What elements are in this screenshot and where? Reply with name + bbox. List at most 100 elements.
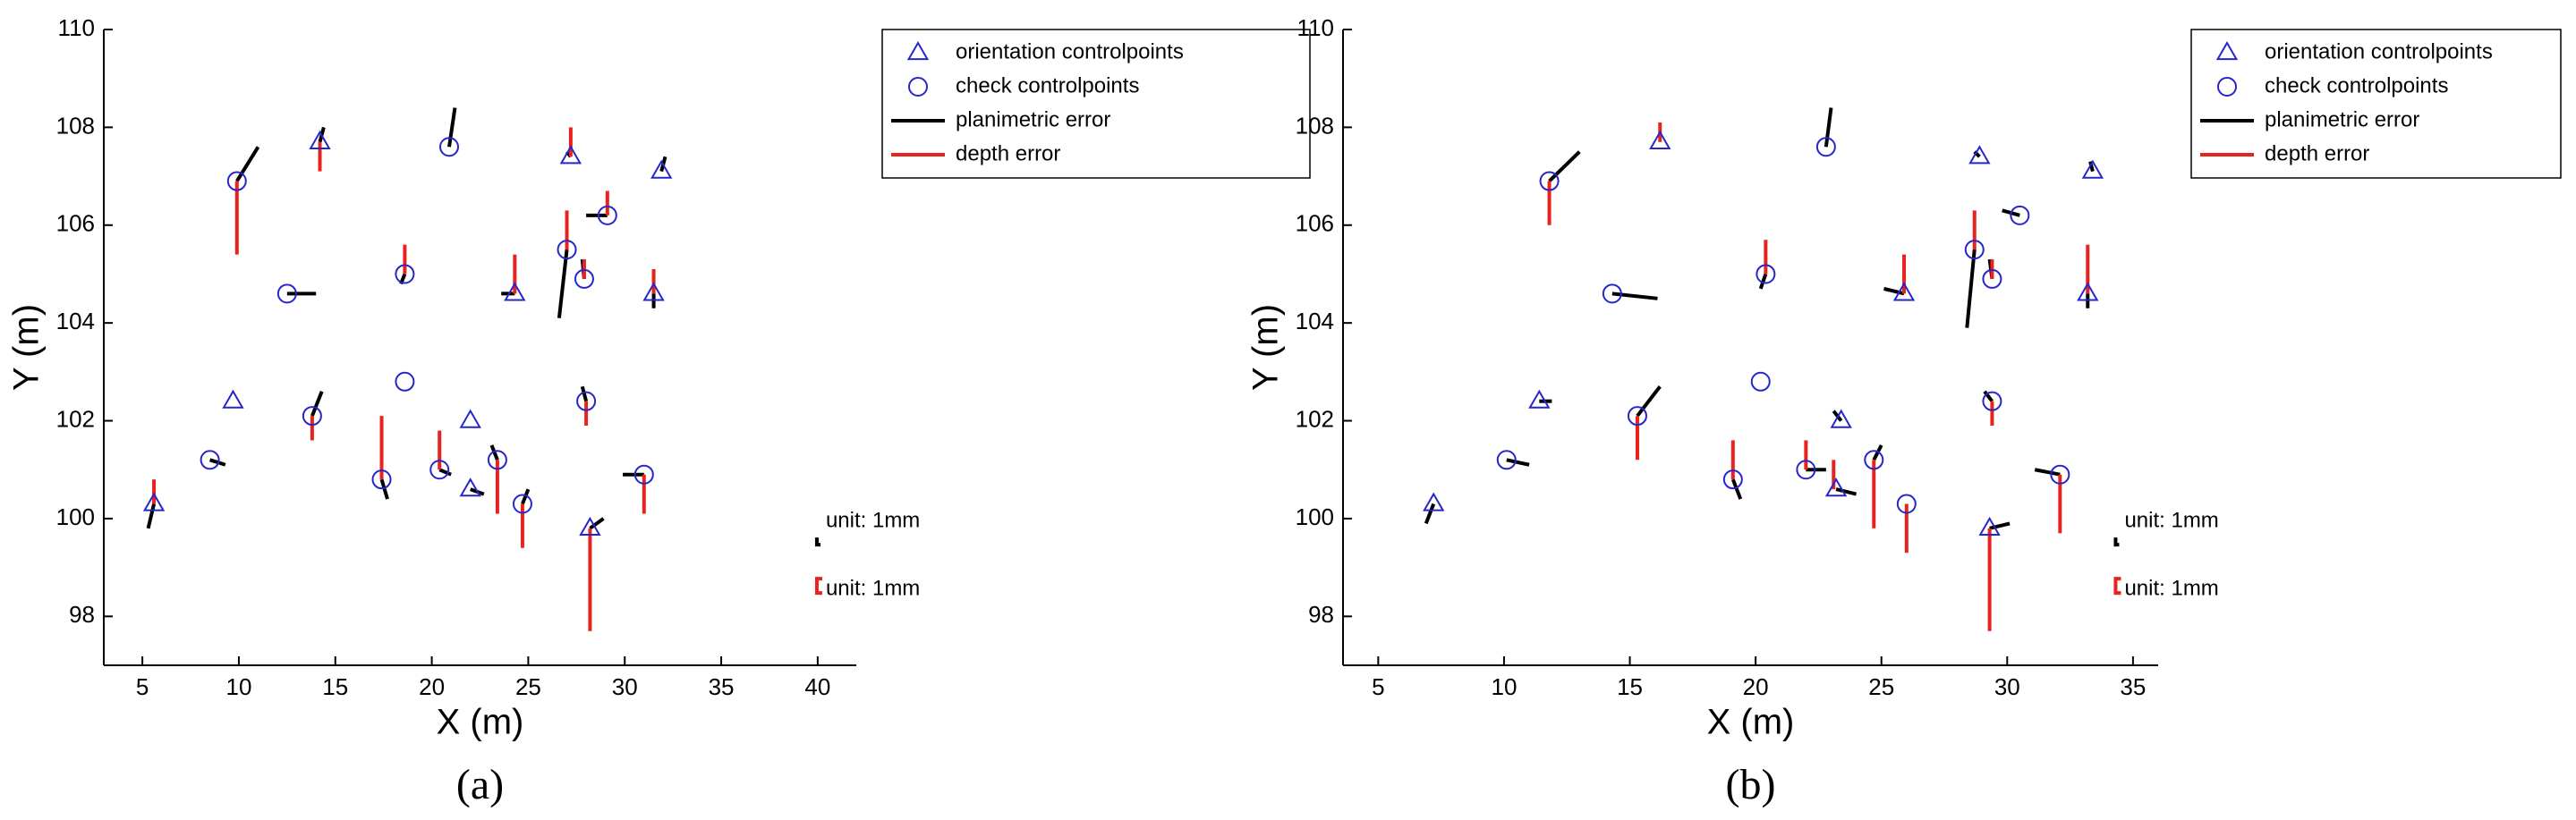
check-point <box>302 406 322 427</box>
legend-marker <box>906 40 930 61</box>
unit-scale <box>2113 577 2121 596</box>
unit-note: unit: 1mm <box>826 508 920 532</box>
x-tick-label: 20 <box>1743 673 1769 700</box>
orientation-point <box>1968 145 1991 165</box>
check-point <box>512 494 532 514</box>
x-tick-label: 10 <box>225 673 251 700</box>
check-point <box>1982 391 2002 411</box>
check-point <box>371 469 392 490</box>
x-axis-label: X (m) <box>1707 703 1795 742</box>
unit-scale <box>814 537 820 547</box>
y-tick-label: 108 <box>56 112 95 139</box>
planimetric-error <box>1835 487 1858 496</box>
orientation-point <box>309 130 331 149</box>
check-point <box>1864 450 1884 470</box>
check-point <box>576 391 597 411</box>
orientation-point <box>459 409 481 428</box>
check-point <box>1964 240 1985 260</box>
y-axis-label: Y (m) <box>1246 304 1286 391</box>
y-tick-label: 106 <box>1296 210 1334 237</box>
check-point <box>1627 406 1647 427</box>
check-point <box>395 264 415 284</box>
legend-marker <box>908 77 928 97</box>
y-tick-label: 110 <box>1297 14 1334 41</box>
x-tick-label: 5 <box>136 673 149 700</box>
orientation-point <box>2077 282 2099 301</box>
planimetric-error <box>447 107 457 148</box>
planimetric-error <box>1965 249 1977 328</box>
planimetric-error <box>589 517 605 530</box>
orientation-point <box>504 282 526 301</box>
check-point <box>276 283 297 304</box>
orientation-point <box>1830 409 1852 428</box>
unit-note: unit: 1mm <box>2124 508 2218 532</box>
y-tick-label: 108 <box>1296 112 1334 139</box>
check-point <box>1602 283 1622 304</box>
y-tick-label: 98 <box>69 601 95 628</box>
x-tick-label: 25 <box>515 673 541 700</box>
y-axis-label: Y (m) <box>7 304 47 391</box>
unit-scale <box>814 577 822 596</box>
unit-note: unit: 1mm <box>826 576 920 600</box>
orientation-point <box>1892 282 1916 301</box>
x-tick-label: 35 <box>2120 673 2146 700</box>
y-tick-label: 100 <box>1296 503 1334 530</box>
check-point <box>429 460 450 480</box>
y-tick-label: 104 <box>56 308 95 334</box>
y-tick-label: 104 <box>1296 308 1334 334</box>
check-point <box>1756 264 1776 284</box>
planimetric-error <box>521 488 531 505</box>
legend-label: planimetric error <box>956 107 1110 131</box>
planimetric-error <box>580 385 589 402</box>
planimetric-error <box>1611 292 1658 300</box>
legend-box <box>881 29 1311 179</box>
caption: (b) <box>1726 761 1776 808</box>
legend-marker <box>2217 77 2237 97</box>
y-tick-label: 110 <box>58 14 95 41</box>
x-tick-label: 30 <box>612 673 638 700</box>
check-point <box>597 205 617 225</box>
planimetric-error <box>1636 385 1662 418</box>
orientation-point <box>1649 130 1671 149</box>
check-point <box>633 464 654 485</box>
planimetric-error <box>2088 161 2095 173</box>
legend-label: depth error <box>2265 141 2369 165</box>
check-point <box>557 240 577 260</box>
orientation-point <box>142 492 166 511</box>
planimetric-error <box>2034 468 2061 477</box>
check-point <box>574 268 594 289</box>
y-tick-label: 100 <box>56 503 95 530</box>
y-tick-label: 98 <box>1308 601 1334 628</box>
planimetric-error <box>1730 478 1743 500</box>
planimetric-error <box>1506 458 1530 467</box>
check-point <box>2010 205 2030 225</box>
x-axis-label: X (m) <box>437 703 524 742</box>
planimetric-error <box>1983 390 1994 402</box>
legend-marker <box>2215 40 2239 61</box>
check-point <box>395 371 415 392</box>
orientation-point <box>1423 492 1445 511</box>
planimetric-error <box>235 146 260 182</box>
planimetric-error <box>1824 107 1833 148</box>
planimetric-error <box>1548 150 1581 182</box>
legend-label: depth error <box>956 141 1060 165</box>
x-tick-label: 40 <box>804 673 830 700</box>
unit-note: unit: 1mm <box>2124 576 2218 600</box>
planimetric-error <box>1758 273 1768 290</box>
check-point <box>1539 171 1560 191</box>
check-point <box>487 450 507 470</box>
x-tick-label: 25 <box>1868 673 1894 700</box>
orientation-point <box>459 478 481 497</box>
caption: (a) <box>456 761 504 808</box>
y-tick-label: 102 <box>56 405 95 432</box>
planimetric-error <box>379 478 389 500</box>
check-point <box>200 450 220 470</box>
orientation-point <box>1824 478 1848 497</box>
check-point <box>1796 460 1816 480</box>
planimetric-error <box>489 444 499 461</box>
orientation-point <box>2081 159 2104 179</box>
orientation-point <box>642 282 665 301</box>
x-tick-label: 15 <box>1617 673 1643 700</box>
check-point <box>438 137 459 157</box>
x-tick-label: 30 <box>1994 673 2020 700</box>
